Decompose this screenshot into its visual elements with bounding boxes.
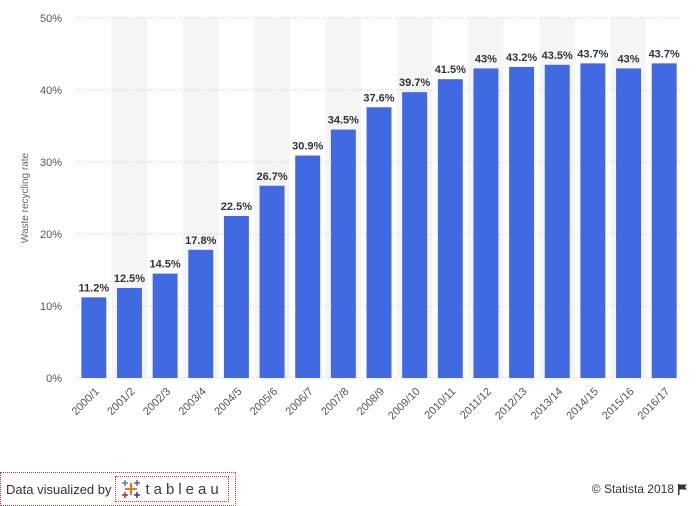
statista-copyright: © Statista 2018 bbox=[592, 482, 688, 496]
flag-icon[interactable] bbox=[678, 483, 688, 495]
bar-chart: 0% 10% 20% 30% 40% 50% Waste recycling rate 11.… bbox=[20, 13, 682, 423]
x-tick-label: 2006/7 bbox=[284, 386, 316, 418]
data-visualized-by-text: Data visualized by bbox=[6, 481, 112, 497]
copyright-text: © Statista 2018 bbox=[591, 482, 674, 496]
y-tick-label: 10% bbox=[40, 301, 62, 313]
data-label: 41.5% bbox=[435, 64, 466, 76]
bar bbox=[81, 297, 107, 378]
x-tick-label: 2007/8 bbox=[319, 386, 351, 418]
x-tick-label: 2005/6 bbox=[248, 386, 280, 418]
bar bbox=[295, 155, 321, 378]
x-tick-label: 2009/10 bbox=[386, 386, 423, 423]
data-label: 43.7% bbox=[577, 48, 608, 60]
tableau-plus-icon bbox=[121, 480, 140, 498]
data-label: 22.5% bbox=[221, 201, 252, 213]
data-label: 30.9% bbox=[292, 141, 323, 153]
data-label: 11.2% bbox=[79, 282, 110, 294]
bar bbox=[223, 216, 249, 378]
bar bbox=[544, 64, 570, 379]
y-tick-label: 30% bbox=[40, 157, 62, 169]
data-label: 26.7% bbox=[256, 171, 287, 183]
x-tick-label: 2000/1 bbox=[70, 386, 102, 418]
bar bbox=[259, 185, 285, 378]
x-tick-label: 2012/13 bbox=[493, 386, 530, 423]
data-label: 14.5% bbox=[150, 259, 181, 271]
bar bbox=[580, 63, 606, 379]
x-tick-label: 2014/15 bbox=[564, 386, 601, 423]
bar bbox=[152, 273, 178, 378]
bar bbox=[116, 288, 142, 378]
bar bbox=[473, 68, 499, 379]
bar bbox=[616, 68, 642, 379]
x-tick-label: 2003/4 bbox=[177, 386, 209, 418]
data-label: 43.7% bbox=[649, 48, 680, 60]
bar bbox=[509, 66, 535, 379]
y-tick-label: 40% bbox=[40, 85, 62, 97]
x-tick-label: 2015/16 bbox=[600, 386, 637, 423]
data-label: 43% bbox=[475, 53, 497, 65]
tableau-logo[interactable]: tableau bbox=[114, 476, 229, 502]
x-tick-label: 2010/11 bbox=[422, 386, 458, 422]
x-tick-label: 2016/17 bbox=[636, 386, 673, 423]
bar bbox=[188, 249, 214, 378]
y-axis-title: Waste recycling rate bbox=[20, 152, 31, 243]
x-tick-label: 2011/12 bbox=[458, 386, 494, 422]
x-tick-label: 2004/5 bbox=[212, 386, 244, 418]
bar bbox=[651, 63, 677, 379]
data-label: 43.2% bbox=[506, 52, 537, 64]
x-tick-label: 2001/2 bbox=[105, 386, 137, 418]
x-tick-label: 2002/3 bbox=[141, 386, 173, 418]
x-tick-label: 2008/9 bbox=[355, 386, 387, 418]
data-label: 43.5% bbox=[542, 50, 573, 62]
data-label: 39.7% bbox=[399, 77, 430, 89]
bar bbox=[330, 129, 356, 378]
x-tick-label: 2013/14 bbox=[529, 386, 566, 423]
bar bbox=[402, 92, 428, 378]
data-label: 37.6% bbox=[363, 92, 394, 104]
data-label: 12.5% bbox=[114, 273, 145, 285]
bar bbox=[366, 107, 392, 378]
bar bbox=[437, 79, 463, 378]
tableau-wordmark: tableau bbox=[145, 480, 223, 498]
y-tick-label: 0% bbox=[46, 373, 62, 385]
y-tick-label: 50% bbox=[40, 13, 62, 25]
y-tick-label: 20% bbox=[40, 229, 62, 241]
data-label: 34.5% bbox=[328, 115, 359, 127]
data-label: 17.8% bbox=[185, 235, 216, 247]
tableau-credit[interactable]: Data visualized by tableau bbox=[0, 472, 236, 506]
data-label: 43% bbox=[618, 53, 640, 65]
